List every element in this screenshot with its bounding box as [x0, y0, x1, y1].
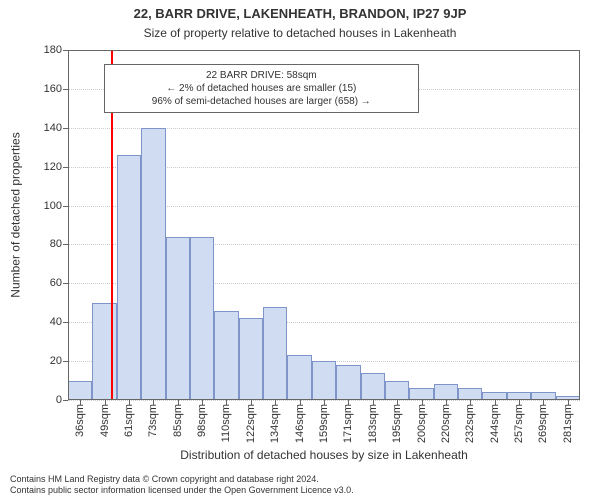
histogram-bar — [531, 392, 555, 400]
histogram-bar — [68, 381, 92, 400]
chart-subtitle: Size of property relative to detached ho… — [0, 26, 600, 40]
x-tick-label: 85sqm — [172, 404, 184, 437]
histogram-bar — [141, 128, 165, 400]
y-tick-label: 80 — [50, 238, 62, 250]
y-tick-mark — [63, 128, 68, 129]
histogram-bar — [361, 373, 385, 400]
x-tick-label: 171sqm — [342, 404, 354, 443]
x-tick-label: 183sqm — [367, 404, 379, 443]
y-tick-label: 160 — [44, 83, 62, 95]
x-tick-label: 257sqm — [513, 404, 525, 443]
x-tick-label: 122sqm — [245, 404, 257, 443]
x-tick-label: 244sqm — [489, 404, 501, 443]
annotation-box: 22 BARR DRIVE: 58sqm← 2% of detached hou… — [104, 64, 419, 113]
x-axis-ticks: 36sqm 49sqm 61sqm 73sqm 85sqm 98sqm 110sqm 122s… — [68, 400, 580, 440]
histogram-bar — [214, 311, 238, 400]
histogram-bar — [385, 381, 409, 400]
x-tick-label: 281sqm — [562, 404, 574, 443]
x-tick-label: 134sqm — [269, 404, 281, 443]
histogram-bar — [409, 388, 433, 400]
attribution: Contains HM Land Registry data © Crown c… — [10, 474, 590, 497]
histogram-bar — [507, 392, 531, 400]
histogram-bar — [92, 303, 116, 400]
y-tick-mark — [63, 283, 68, 284]
y-tick-mark — [63, 361, 68, 362]
gridline — [68, 50, 580, 51]
x-tick-label: 49sqm — [99, 404, 111, 437]
x-tick-label: 220sqm — [440, 404, 452, 443]
x-tick-label: 159sqm — [318, 404, 330, 443]
y-tick-mark — [63, 322, 68, 323]
chart-title: 22, BARR DRIVE, LAKENHEATH, BRANDON, IP2… — [0, 6, 600, 21]
y-tick-label: 20 — [50, 355, 62, 367]
histogram-bar — [166, 237, 190, 400]
histogram-bar — [482, 392, 506, 400]
histogram-bar — [117, 155, 141, 400]
histogram-bar — [312, 361, 336, 400]
y-tick-label: 0 — [56, 394, 62, 406]
annotation-line: 22 BARR DRIVE: 58sqm — [113, 69, 410, 82]
y-axis-ticks: 020406080100120140160180 — [0, 50, 68, 400]
x-tick-label: 36sqm — [74, 404, 86, 437]
y-tick-label: 120 — [44, 161, 62, 173]
annotation-line: ← 2% of detached houses are smaller (15) — [113, 82, 410, 95]
histogram-bar — [263, 307, 287, 400]
histogram-bar — [458, 388, 482, 400]
y-tick-mark — [63, 50, 68, 51]
y-tick-label: 140 — [44, 122, 62, 134]
y-tick-label: 100 — [44, 200, 62, 212]
y-tick-mark — [63, 89, 68, 90]
x-tick-label: 232sqm — [464, 404, 476, 443]
x-tick-label: 73sqm — [147, 404, 159, 437]
y-tick-label: 40 — [50, 316, 62, 328]
subtitle-text: Size of property relative to detached ho… — [144, 26, 457, 40]
y-tick-label: 180 — [44, 44, 62, 56]
y-tick-mark — [63, 167, 68, 168]
histogram-plot: 22 BARR DRIVE: 58sqm← 2% of detached hou… — [68, 50, 580, 400]
x-tick-label: 195sqm — [391, 404, 403, 443]
histogram-bar — [434, 384, 458, 400]
attribution-line1: Contains HM Land Registry data © Crown c… — [10, 474, 590, 485]
x-axis-label-text: Distribution of detached houses by size … — [180, 448, 468, 462]
y-tick-mark — [63, 244, 68, 245]
histogram-bar — [287, 355, 311, 400]
y-tick-label: 60 — [50, 277, 62, 289]
title-text: 22, BARR DRIVE, LAKENHEATH, BRANDON, IP2… — [134, 6, 467, 21]
y-tick-mark — [63, 206, 68, 207]
x-tick-label: 98sqm — [196, 404, 208, 437]
x-axis-label: Distribution of detached houses by size … — [68, 448, 580, 462]
x-tick-label: 110sqm — [220, 404, 232, 442]
x-tick-label: 269sqm — [537, 404, 549, 443]
histogram-bar — [239, 318, 263, 400]
attribution-line2: Contains public sector information licen… — [10, 485, 590, 496]
annotation-line: 96% of semi-detached houses are larger (… — [113, 95, 410, 108]
x-tick-label: 146sqm — [294, 404, 306, 443]
histogram-bar — [190, 237, 214, 400]
histogram-bar — [336, 365, 360, 400]
x-tick-label: 61sqm — [123, 404, 135, 437]
x-tick-label: 200sqm — [416, 404, 428, 443]
